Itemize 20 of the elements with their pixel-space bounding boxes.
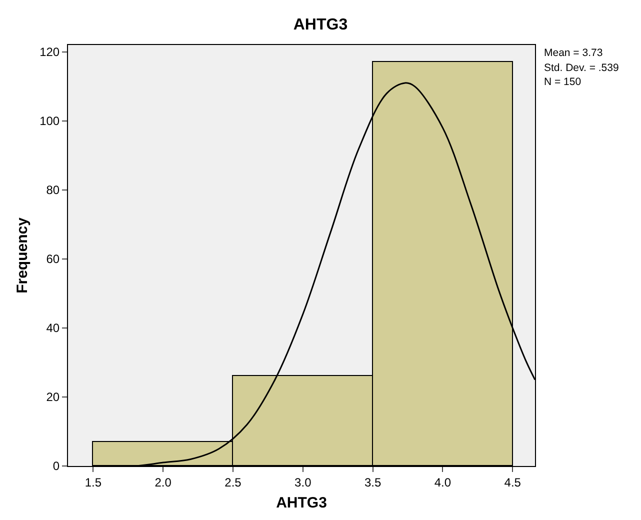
y-axis-title: Frequency: [14, 216, 31, 294]
x-tick-label: 4.0: [434, 475, 452, 490]
text: Mean = 3.73: [544, 47, 603, 59]
x-tick-label: 2.0: [154, 475, 172, 490]
text: Std. Dev. = .539: [544, 62, 619, 74]
x-tick-label: 1.5: [84, 475, 102, 490]
y-tick-label: 40: [46, 321, 60, 336]
text: N = 150: [544, 76, 582, 88]
x-tick-label: 2.5: [224, 475, 242, 490]
y-tick-label: 0: [52, 459, 60, 474]
x-axis-title: AHTG3: [276, 494, 327, 512]
x-tick-label: 3.5: [364, 475, 382, 490]
chart-title: AHTG3: [293, 16, 348, 34]
y-tick-label: 60: [46, 252, 60, 266]
y-tick-label: 100: [40, 114, 60, 128]
y-tick-label: 80: [46, 183, 60, 198]
x-tick-label: 4.5: [504, 475, 522, 490]
x-tick-label: 3.0: [294, 475, 312, 490]
y-tick-label: 20: [46, 390, 60, 404]
y-tick-label: 120: [40, 45, 60, 60]
